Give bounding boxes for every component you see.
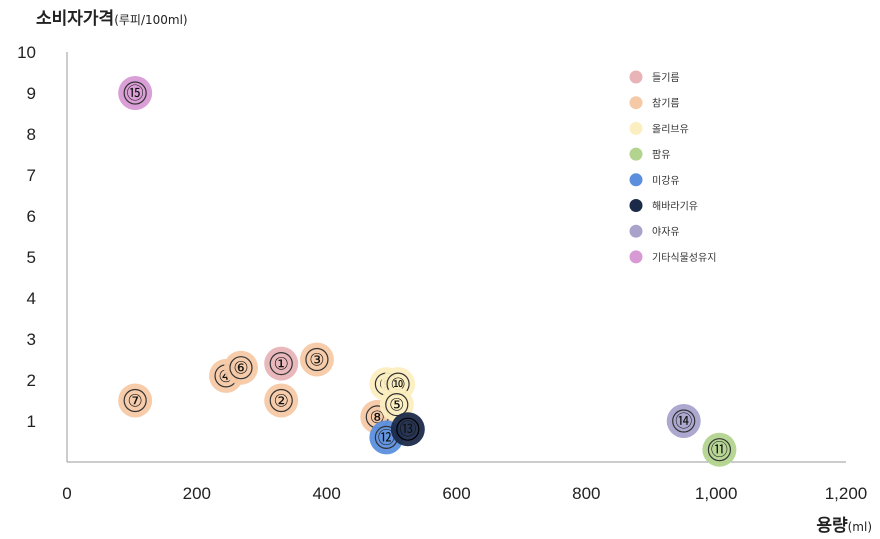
x-tick-label: 1,200 bbox=[825, 484, 868, 503]
data-point: ⑥ bbox=[223, 350, 258, 385]
legend-label: 기타식물성유지 bbox=[652, 252, 716, 264]
y-tick-label: 7 bbox=[27, 166, 36, 185]
legend-label: 미강유 bbox=[652, 175, 680, 187]
point-label: ⑥ bbox=[233, 359, 248, 379]
y-tick-label: 2 bbox=[27, 371, 36, 390]
legend-label: 참기름 bbox=[652, 98, 680, 110]
y-tick-label: 1 bbox=[27, 412, 36, 431]
point-ring bbox=[385, 393, 409, 417]
point-label: ⑦ bbox=[128, 392, 143, 412]
x-tick-label: 400 bbox=[312, 484, 340, 503]
point-label: ⑮ bbox=[127, 84, 144, 104]
legend-item: 미강유 bbox=[629, 173, 680, 187]
y-tick-label: 8 bbox=[27, 125, 36, 144]
point-label: ⑫ bbox=[378, 428, 395, 448]
x-axis-title: 용량(ml) bbox=[816, 511, 872, 536]
y-axis-title: 소비자가격(루피/100ml) bbox=[36, 4, 188, 29]
y-tick-label: 9 bbox=[27, 84, 36, 103]
y-tick-label: 4 bbox=[27, 289, 36, 308]
y-tick-label: 10 bbox=[17, 43, 36, 62]
point-ring bbox=[229, 356, 253, 380]
legend-marker bbox=[629, 199, 643, 212]
x-tick-label: 600 bbox=[442, 484, 470, 503]
legend-label: 해바라기유 bbox=[652, 200, 698, 213]
legend-marker bbox=[629, 173, 643, 187]
legend-marker bbox=[629, 121, 643, 135]
point-halo bbox=[702, 432, 737, 467]
x-tick-label: 800 bbox=[572, 484, 600, 503]
y-axis-title-text: 소비자가격 bbox=[36, 9, 115, 29]
point-label: ⑤ bbox=[389, 396, 404, 416]
point-halo bbox=[264, 383, 299, 418]
data-point: ⑭ bbox=[666, 404, 701, 438]
point-halo bbox=[264, 346, 299, 381]
point-label: ② bbox=[274, 392, 289, 412]
y-tick-label: 6 bbox=[27, 207, 36, 226]
legend-marker bbox=[629, 96, 643, 110]
legend-label: 올리브유 bbox=[652, 123, 689, 135]
point-ring bbox=[269, 388, 293, 413]
legend-item: 야자유 bbox=[629, 224, 680, 238]
legend-label: 들기름 bbox=[652, 72, 680, 84]
legend-label: 야자유 bbox=[652, 226, 680, 238]
point-halo bbox=[390, 412, 425, 447]
legend-item: 들기름 bbox=[629, 70, 680, 84]
data-point: ⑮ bbox=[118, 76, 153, 110]
point-label: ③ bbox=[309, 351, 324, 371]
y-tick-label: 5 bbox=[27, 248, 36, 267]
legend-marker bbox=[629, 70, 643, 84]
data-point: ② bbox=[264, 383, 299, 418]
data-point: ① bbox=[264, 346, 299, 381]
data-point: ⑪ bbox=[702, 432, 737, 467]
legend-marker bbox=[629, 147, 643, 161]
y-tick-label: 3 bbox=[27, 330, 36, 349]
legend-item: 참기름 bbox=[629, 96, 680, 110]
data-points: ①②③④⑥⑦⑧⑨⑩⑤⑪⑫⑬⑭⑮ bbox=[118, 76, 737, 467]
point-label: ⑬ bbox=[399, 420, 416, 440]
point-label: ⑭ bbox=[675, 412, 692, 432]
point-ring bbox=[269, 352, 293, 376]
point-ring bbox=[707, 438, 732, 462]
legend-item: 기타식물성유지 bbox=[629, 250, 716, 264]
x-tick-label: 0 bbox=[62, 484, 71, 503]
x-tick-label: 1,000 bbox=[695, 484, 738, 503]
point-halo bbox=[223, 350, 258, 385]
point-halo bbox=[299, 342, 334, 377]
x-axis-unit: (ml) bbox=[847, 520, 872, 534]
x-axis-title-text: 용량 bbox=[816, 516, 848, 536]
legend-item: 팜유 bbox=[629, 147, 670, 161]
data-point: ⑦ bbox=[118, 383, 153, 418]
point-label: ① bbox=[274, 355, 289, 375]
point-ring bbox=[396, 417, 420, 441]
data-point: ⑬ bbox=[390, 412, 425, 447]
point-ring bbox=[672, 409, 696, 433]
point-halo bbox=[118, 76, 153, 110]
legend-marker bbox=[629, 250, 643, 264]
point-ring bbox=[305, 347, 329, 372]
point-label: ⑪ bbox=[711, 441, 728, 461]
legend-marker bbox=[629, 224, 643, 238]
point-ring bbox=[123, 81, 147, 105]
legend-label: 팜유 bbox=[652, 149, 670, 161]
point-halo bbox=[118, 383, 153, 418]
x-tick-label: 200 bbox=[183, 484, 211, 503]
point-halo bbox=[666, 404, 701, 438]
point-ring bbox=[123, 388, 147, 413]
data-point: ③ bbox=[299, 342, 334, 377]
y-axis-unit: (루피/100ml) bbox=[114, 13, 188, 27]
legend-item: 올리브유 bbox=[629, 121, 689, 135]
legend-item: 해바라기유 bbox=[629, 199, 698, 213]
